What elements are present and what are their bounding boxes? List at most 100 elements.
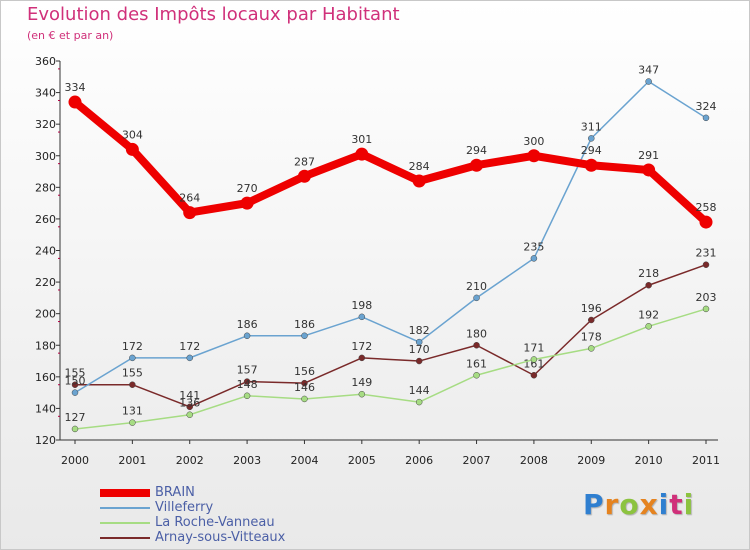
data-point-brain — [527, 149, 541, 163]
series-line-villeferry — [74, 80, 707, 394]
data-label-villeferry: 186 — [237, 318, 258, 331]
data-point-arnay-sous-vitteaux — [702, 261, 710, 268]
data-label-la-roche-vanneau: 161 — [466, 357, 487, 370]
data-label-brain: 287 — [294, 155, 315, 168]
data-label-brain: 294 — [581, 144, 602, 157]
data-point-villeferry — [358, 313, 366, 321]
data-point-brain — [412, 174, 426, 188]
legend-swatch-arnay-sous-vitteaux — [100, 537, 150, 539]
x-tick-label: 2007 — [463, 454, 491, 467]
x-tick-label: 2003 — [233, 454, 261, 467]
data-point-villeferry — [243, 332, 251, 340]
x-tick-label: 2004 — [290, 454, 318, 467]
data-label-arnay-sous-vitteaux: 172 — [351, 340, 372, 353]
y-tick-label: 240 — [35, 245, 56, 258]
data-point-arnay-sous-vitteaux — [186, 403, 193, 411]
y-tick-label: 320 — [35, 118, 56, 131]
data-label-villeferry: 210 — [466, 280, 487, 293]
data-label-arnay-sous-vitteaux: 155 — [122, 367, 143, 380]
data-label-la-roche-vanneau: 136 — [179, 397, 200, 410]
data-point-brain — [297, 169, 311, 183]
data-point-villeferry — [71, 389, 79, 396]
data-point-brain — [125, 142, 139, 156]
data-point-villeferry — [530, 255, 538, 262]
y-tick-label: 300 — [35, 150, 56, 163]
data-label-arnay-sous-vitteaux: 157 — [237, 364, 258, 377]
x-tick-label: 2008 — [520, 454, 548, 467]
data-point-villeferry — [186, 354, 193, 362]
y-tick-label: 280 — [35, 181, 56, 194]
data-point-arnay-sous-vitteaux — [301, 379, 308, 387]
data-label-arnay-sous-vitteaux: 196 — [581, 302, 602, 315]
proxiti-logo: Proxiti — [583, 488, 695, 521]
data-point-la-roche-vanneau — [129, 419, 136, 426]
data-point-la-roche-vanneau — [415, 398, 423, 406]
series-line-brain — [71, 98, 710, 227]
data-point-la-roche-vanneau — [301, 395, 308, 403]
data-point-villeferry — [129, 354, 136, 362]
data-label-villeferry: 324 — [696, 100, 717, 113]
data-label-arnay-sous-vitteaux: 218 — [638, 267, 659, 280]
data-label-brain: 270 — [237, 182, 258, 195]
x-tick-label: 2010 — [635, 454, 663, 467]
y-tick-label: 200 — [35, 308, 56, 321]
data-point-brain — [699, 215, 713, 229]
x-tick-label: 2011 — [692, 454, 720, 467]
legend-label-la-roche-vanneau: La Roche-Vanneau — [155, 515, 275, 530]
y-tick-label: 360 — [35, 55, 56, 68]
data-label-brain: 284 — [409, 160, 430, 173]
data-label-arnay-sous-vitteaux: 170 — [409, 343, 430, 356]
data-label-villeferry: 182 — [409, 324, 430, 337]
data-label-brain: 301 — [351, 133, 372, 146]
y-tick-label: 180 — [35, 339, 56, 352]
y-tick-label: 260 — [35, 213, 56, 226]
data-point-la-roche-vanneau — [71, 425, 79, 433]
data-point-villeferry — [473, 294, 480, 302]
data-label-villeferry: 198 — [351, 299, 372, 312]
data-label-villeferry: 186 — [294, 318, 315, 331]
data-point-la-roche-vanneau — [473, 372, 480, 379]
data-label-brain: 300 — [523, 135, 544, 148]
data-label-la-roche-vanneau: 148 — [237, 378, 258, 391]
data-point-brain — [240, 196, 254, 210]
data-label-brain: 304 — [122, 128, 143, 141]
data-label-villeferry: 150 — [65, 375, 86, 388]
data-point-la-roche-vanneau — [186, 411, 193, 418]
data-label-la-roche-vanneau: 144 — [409, 384, 430, 397]
legend-label-villeferry: Villeferry — [155, 500, 214, 515]
data-point-la-roche-vanneau — [645, 323, 652, 330]
data-point-arnay-sous-vitteaux — [588, 316, 595, 324]
data-point-arnay-sous-vitteaux — [473, 342, 480, 349]
x-tick-label: 2001 — [118, 454, 146, 467]
data-label-brain: 258 — [696, 201, 717, 214]
data-label-arnay-sous-vitteaux: 156 — [294, 365, 315, 378]
data-point-la-roche-vanneau — [530, 356, 538, 363]
data-label-villeferry: 347 — [638, 64, 659, 77]
y-tick-label: 340 — [35, 87, 56, 100]
data-point-brain — [183, 206, 197, 220]
y-tick-label: 120 — [35, 434, 56, 447]
data-label-la-roche-vanneau: 146 — [294, 381, 315, 394]
y-tick-label: 140 — [35, 402, 56, 415]
data-point-la-roche-vanneau — [358, 390, 366, 398]
data-label-la-roche-vanneau: 178 — [581, 330, 602, 343]
data-label-villeferry: 172 — [179, 340, 200, 353]
chart-subtitle: (en € et par an) — [27, 29, 114, 42]
x-tick-label: 2006 — [405, 454, 433, 467]
y-tick-label: 220 — [35, 276, 56, 289]
data-label-brain: 294 — [466, 144, 487, 157]
data-point-arnay-sous-vitteaux — [129, 381, 136, 388]
legend-label-arnay-sous-vitteaux: Arnay-sous-Vitteaux — [155, 530, 286, 545]
data-point-brain — [584, 158, 598, 172]
y-tick-label: 160 — [35, 371, 56, 384]
data-point-villeferry — [301, 332, 308, 340]
data-point-villeferry — [588, 135, 595, 142]
data-point-la-roche-vanneau — [243, 392, 251, 400]
legend-swatch-la-roche-vanneau — [100, 522, 150, 524]
data-label-la-roche-vanneau: 203 — [696, 291, 717, 304]
data-label-la-roche-vanneau: 127 — [65, 411, 86, 424]
data-point-villeferry — [415, 338, 423, 346]
data-label-villeferry: 235 — [523, 240, 544, 253]
